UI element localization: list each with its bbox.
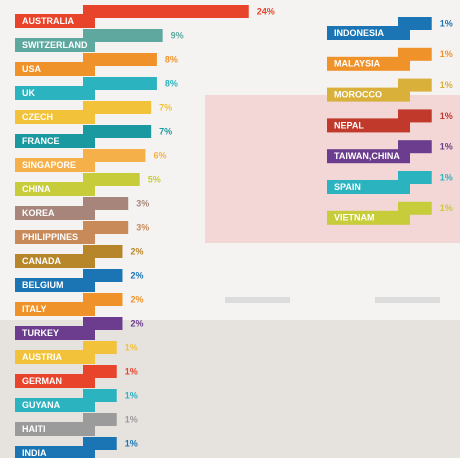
value-label: 1% (440, 49, 453, 59)
photo-detail (225, 297, 290, 303)
value-label: 1% (440, 203, 453, 213)
value-label: 1% (440, 18, 453, 28)
category-label: USA (22, 64, 42, 74)
category-label: SWITZERLAND (22, 40, 88, 50)
category-label: UK (22, 88, 35, 98)
value-label: 1% (440, 111, 453, 121)
category-label: INDIA (22, 448, 47, 458)
category-label: ITALY (22, 304, 47, 314)
category-label: SPAIN (334, 182, 361, 192)
category-label: TURKEY (22, 328, 59, 338)
value-label: 3% (136, 198, 149, 208)
value-label: 9% (171, 30, 184, 40)
value-label: 5% (148, 174, 161, 184)
photo-crowd (0, 320, 460, 458)
category-label: TAIWAN,CHINA (334, 151, 400, 161)
value-label: 1% (125, 438, 138, 448)
value-label: 24% (257, 6, 275, 16)
value-label: 7% (159, 126, 172, 136)
category-label: CANADA (22, 256, 61, 266)
value-label: 1% (440, 142, 453, 152)
category-label: INDONESIA (334, 28, 385, 38)
category-label: HAITI (22, 424, 46, 434)
category-label: NEPAL (334, 120, 364, 130)
value-label: 1% (125, 366, 138, 376)
value-label: 1% (440, 172, 453, 182)
bar (83, 5, 249, 18)
value-label: 2% (130, 246, 143, 256)
value-label: 1% (440, 80, 453, 90)
photo-detail (375, 297, 440, 303)
category-label: SINGAPORE (22, 160, 76, 170)
category-label: GUYANA (22, 400, 61, 410)
category-label: VIETNAM (334, 213, 375, 223)
category-label: KOREA (22, 208, 55, 218)
category-label: FRANCE (22, 136, 60, 146)
category-label: CZECH (22, 112, 53, 122)
value-label: 8% (165, 78, 178, 88)
category-label: PHILIPPINES (22, 232, 78, 242)
value-label: 1% (125, 342, 138, 352)
value-label: 2% (130, 270, 143, 280)
category-label: GERMAN (22, 376, 62, 386)
value-label: 2% (130, 318, 143, 328)
category-label: MALAYSIA (334, 59, 381, 69)
value-label: 6% (153, 150, 166, 160)
category-label: CHINA (22, 184, 51, 194)
value-label: 8% (165, 54, 178, 64)
category-label: AUSTRALIA (22, 16, 74, 26)
category-label: MOROCCO (334, 89, 382, 99)
value-label: 7% (159, 102, 172, 112)
value-label: 1% (125, 390, 138, 400)
chart: AUSTRALIA 24% SWITZERLAND 9% USA 8% UK 8% CZECH 7… (0, 0, 460, 458)
value-label: 2% (130, 294, 143, 304)
category-label: AUSTRIA (22, 352, 62, 362)
value-label: 3% (136, 222, 149, 232)
value-label: 1% (125, 414, 138, 424)
category-label: BELGIUM (22, 280, 64, 290)
